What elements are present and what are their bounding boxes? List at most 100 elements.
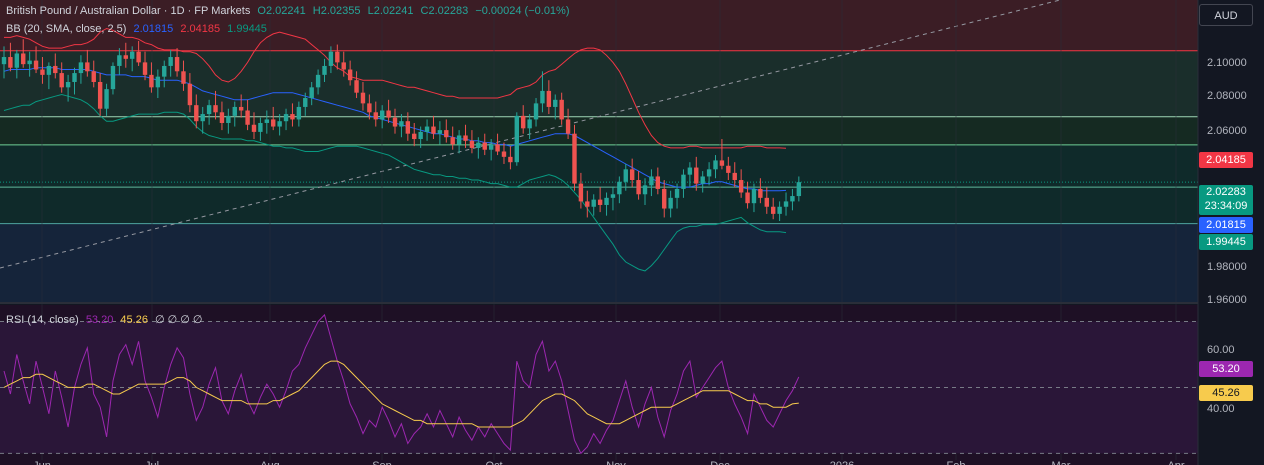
candle-body <box>149 74 154 88</box>
candle-body <box>533 103 539 120</box>
candle-body <box>636 180 641 195</box>
rsi-band-fill <box>0 321 1198 454</box>
candle-body <box>418 131 423 140</box>
candle-body <box>91 71 96 82</box>
time-axis[interactable]: Jun Jul Aug Sep Oct Nov Dec 2026 Feb Mar Apr <box>33 460 1185 465</box>
candle-body <box>213 105 218 113</box>
candle-body <box>296 106 302 120</box>
candle-body <box>354 80 359 93</box>
candle-body <box>283 114 289 122</box>
time-axis-label: Aug <box>260 460 280 465</box>
candle-body <box>309 87 314 99</box>
candle-body <box>424 126 430 132</box>
countdown-timer: 23:34:09 <box>1204 200 1248 212</box>
candle-body <box>373 112 378 120</box>
time-axis-label: Jun <box>33 460 51 465</box>
candle-body <box>46 65 52 75</box>
candle-body <box>110 65 116 90</box>
candle-body <box>771 206 776 214</box>
rsi-ma-value: 45.26 <box>120 314 148 326</box>
symbol-title[interactable]: British Pound / Australian Dollar · 1D ·… <box>6 5 251 17</box>
candle-body <box>488 144 494 150</box>
candle-body <box>559 99 564 120</box>
rsi-tick: 40.00 <box>1207 403 1235 415</box>
candle-body <box>264 119 270 123</box>
candle-body <box>790 196 795 202</box>
candle-body <box>437 130 443 134</box>
bb-lower-line <box>3 93 787 272</box>
candles <box>1 39 802 222</box>
candle-body <box>226 115 231 123</box>
candle-body <box>687 167 693 175</box>
candle-body <box>553 99 558 107</box>
rsi-line <box>3 313 800 455</box>
candle-body <box>232 106 237 116</box>
candle-body <box>514 115 519 163</box>
candle-body <box>33 60 39 70</box>
candle-body <box>668 197 673 209</box>
candle-body <box>565 119 571 134</box>
candle-body <box>546 90 552 107</box>
bb-upper-line <box>4 27 787 149</box>
candle-body <box>758 188 763 198</box>
ohlc-low: L2.02241 <box>367 5 414 17</box>
candle-body <box>732 172 737 181</box>
candle-body <box>412 133 417 140</box>
rsi-ma-tag: 45.26 <box>1199 385 1253 401</box>
candle-body <box>662 188 667 209</box>
rsi-legend[interactable]: RSI (14, close) 53.20 45.26 ∅ ∅ ∅ ∅ <box>6 313 207 326</box>
zone-blue <box>0 223 1198 303</box>
bb-label[interactable]: BB (20, SMA, close, 2.5) <box>6 23 127 35</box>
ohlc-close: C2.02283 <box>420 5 469 17</box>
candle-body <box>123 55 128 59</box>
price-tick: 1.98000 <box>1207 261 1247 273</box>
candle-body <box>258 122 263 132</box>
candle-body <box>14 53 20 68</box>
candle-body <box>700 176 705 184</box>
time-axis-label: Sep <box>372 460 392 465</box>
candle-body <box>206 105 212 115</box>
candle-body <box>168 57 173 66</box>
bb-upper-value: 2.04185 <box>180 23 221 35</box>
candle-body <box>713 160 718 170</box>
symbol-legend[interactable]: British Pound / Australian Dollar · 1D ·… <box>6 5 574 17</box>
candle-body <box>796 182 802 197</box>
candle-body <box>508 156 513 163</box>
ohlc-open: O2.02241 <box>257 5 306 17</box>
candle-body <box>8 57 13 68</box>
candle-body <box>604 197 609 205</box>
candle-body <box>72 73 77 82</box>
ohlc-high: H2.02355 <box>312 5 361 17</box>
rsi-label[interactable]: RSI (14, close) <box>6 314 79 326</box>
candle-body <box>431 126 436 134</box>
candle-body <box>392 117 398 127</box>
candle-body <box>335 51 340 63</box>
candle-body <box>142 62 148 75</box>
candle-body <box>78 62 84 74</box>
rsi-value: 53.20 <box>85 314 114 326</box>
candle-body <box>341 62 346 70</box>
bb-legend[interactable]: BB (20, SMA, close, 2.5) 2.01815 2.04185… <box>6 23 271 35</box>
time-axis-label: Mar <box>1052 460 1071 465</box>
zone-teal <box>0 144 1198 224</box>
candle-body <box>328 51 334 66</box>
candle-body <box>649 176 654 186</box>
candle-body <box>456 135 462 145</box>
candle-body <box>97 81 103 109</box>
candle-body <box>386 110 391 118</box>
candle-body <box>655 176 661 189</box>
candle-body <box>726 165 731 173</box>
time-axis-label: Nov <box>606 460 626 465</box>
candle-body <box>59 73 64 88</box>
zone-green <box>0 50 1198 117</box>
candle-body <box>181 71 186 84</box>
ohlc-change: −0.00024 (−0.01%) <box>475 5 570 17</box>
candle-body <box>104 89 109 109</box>
candle-body <box>1 57 7 65</box>
candle-body <box>617 181 622 195</box>
currency-button[interactable]: AUD <box>1199 4 1253 26</box>
time-axis-label: Oct <box>485 460 502 465</box>
upper-band-price-tag: 2.04185 <box>1199 152 1253 168</box>
candle-body <box>53 65 58 74</box>
